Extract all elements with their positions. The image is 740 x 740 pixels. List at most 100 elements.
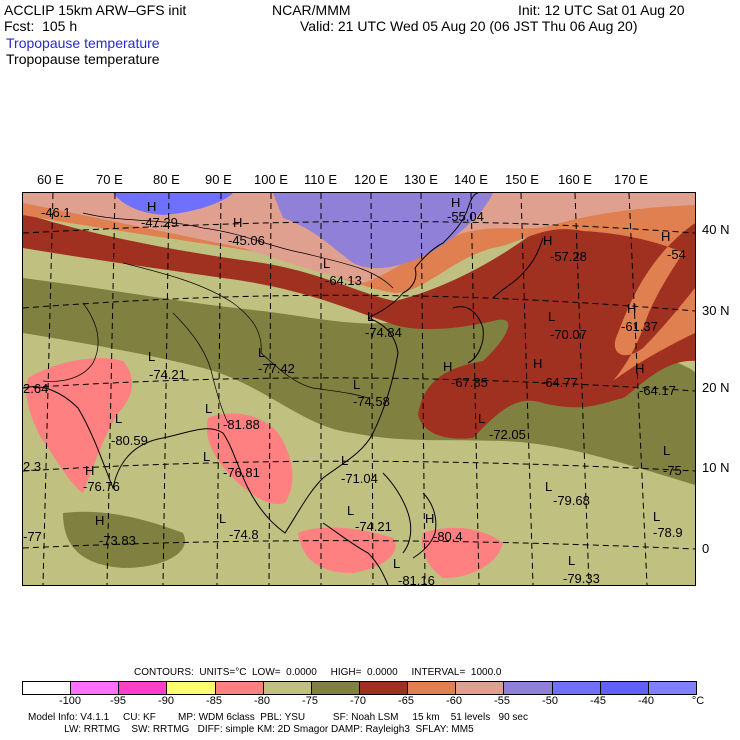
colorbar-tick: -85 [206, 695, 222, 707]
map-label: -75 [663, 463, 682, 478]
map-label-kind: H [95, 513, 104, 528]
colorbar-swatch [552, 682, 601, 694]
map-label: -77.42 [258, 361, 295, 376]
lat-label: 0 [702, 541, 710, 556]
tropopause-patch-pink [421, 527, 503, 578]
map-label: -81.88 [223, 417, 260, 432]
map-label-kind: L [148, 349, 155, 364]
map-label: 2.64 [23, 381, 48, 396]
lon-label: 110 E [304, 172, 338, 187]
map-label: -71.04 [341, 471, 378, 486]
lon-label: 90 E [205, 172, 232, 187]
lat-label: 40 N [702, 222, 730, 237]
lon-label: 150 E [505, 172, 539, 187]
map-label: -61.37 [621, 319, 658, 334]
map-label-kind: H [635, 361, 644, 376]
colorbar-swatch [408, 682, 457, 694]
map-label: -80.59 [111, 433, 148, 448]
colorbar-tick: -75 [302, 695, 318, 707]
lon-label: 130 E [404, 172, 438, 187]
field-title-secondary: Tropopause temperature [6, 51, 160, 67]
colorbar-tick: -80 [254, 695, 270, 707]
field-title-primary: Tropopause temperature [6, 35, 160, 51]
map-label-kind: L [341, 453, 348, 468]
map-label: -77 [23, 529, 42, 544]
tropopause-band-orange [23, 193, 695, 381]
map-label: -57.28 [550, 249, 587, 264]
lat-label: 20 N [702, 380, 730, 395]
map-panel: -46.1 H -47.29 H -45.06 L -64.13 H -55.0… [22, 192, 696, 586]
tropopause-patch-pink [298, 527, 396, 573]
map-label: -54 [667, 247, 686, 262]
map-label: 2.3 [23, 459, 41, 474]
contour-info: CONTOURS: UNITS=°C LOW= 0.0000 HIGH= 0.0… [134, 667, 502, 678]
map-label: -74.21 [355, 519, 392, 534]
map-label: -67.85 [451, 375, 488, 390]
map-label-kind: L [353, 377, 360, 392]
colorbar-swatch [263, 682, 312, 694]
colorbar-tick: -65 [398, 695, 414, 707]
map-label-kind: L [347, 503, 354, 518]
map-label-kind: L [663, 443, 670, 458]
tropopause-patch-pink [207, 413, 293, 504]
coastlines [23, 193, 544, 585]
map-label: -81.16 [398, 573, 435, 585]
map-label-kind: L [653, 509, 660, 524]
valid-time: Valid: 21 UTC Wed 05 Aug 20 (06 JST Thu … [300, 18, 638, 34]
tropopause-patch-dark-olive [63, 511, 185, 568]
map-label: -72.05 [489, 427, 526, 442]
map-label-kind: L [568, 553, 575, 568]
lon-label: 120 E [354, 172, 388, 187]
map-label-kind: L [219, 511, 226, 526]
colorbar-swatch [504, 682, 553, 694]
map-label: -74.21 [149, 367, 186, 382]
map-label: -74.84 [365, 325, 402, 340]
init-time: Init: 12 UTC Sat 01 Aug 20 [518, 2, 685, 18]
colorbar-swatch [456, 682, 505, 694]
map-label: -74.8 [229, 527, 259, 542]
model-info-line1: Model Info: V4.1.1 CU: KF MP: WDM 6class… [28, 712, 528, 723]
map-label: -64.77 [541, 375, 578, 390]
colorbar-tick: -50 [542, 695, 558, 707]
map-label: -55.04 [447, 209, 484, 224]
map-label-kind: H [627, 301, 636, 316]
model-title: ACCLIP 15km ARW–GFS init [4, 2, 187, 18]
map-label: -76.76 [83, 479, 120, 494]
forecast-hour: Fcst: 105 h [4, 18, 78, 34]
tropopause-band-blue [113, 193, 233, 215]
map-label: -78.9 [653, 525, 683, 540]
colorbar-tick: -45 [590, 695, 606, 707]
map-label: -79.33 [563, 571, 600, 585]
lat-label: 30 N [702, 303, 730, 318]
map-label-kind: H [425, 511, 434, 526]
map-label-kind: H [533, 356, 542, 371]
model-info-line2: LW: RRTMG SW: RRTMG DIFF: simple KM: 2D … [28, 724, 474, 735]
map-label: -73.83 [99, 533, 136, 548]
color-bar [22, 681, 697, 695]
map-label-kind: L [478, 411, 485, 426]
map-label-kind: H [543, 233, 552, 248]
colorbar-swatch [311, 682, 360, 694]
map-label: -70.07 [550, 327, 587, 342]
map-label: -64.17 [639, 383, 676, 398]
map-canvas: -46.1 H -47.29 H -45.06 L -64.13 H -55.0… [23, 193, 695, 585]
colorbar-swatch [119, 682, 168, 694]
map-label: -45.06 [228, 233, 265, 248]
map-label-kind: L [393, 556, 400, 571]
map-label-kind: L [323, 256, 330, 271]
colorbar-tick: -70 [350, 695, 366, 707]
colorbar-swatch [71, 682, 120, 694]
lon-label: 170 E [614, 172, 648, 187]
map-label-kind: L [115, 411, 122, 426]
colorbar-swatch [167, 682, 216, 694]
extrema-labels: -46.1 H -47.29 H -45.06 L -64.13 H -55.0… [23, 195, 686, 585]
lon-label: 60 E [37, 172, 64, 187]
lon-label: 80 E [153, 172, 180, 187]
map-label: -76.81 [223, 465, 260, 480]
organization: NCAR/MMM [272, 2, 351, 18]
colorbar-swatch [23, 682, 72, 694]
map-label-kind: H [451, 195, 460, 210]
map-label-kind: L [258, 345, 265, 360]
map-label: -47.29 [141, 215, 178, 230]
map-label: -79.68 [553, 493, 590, 508]
